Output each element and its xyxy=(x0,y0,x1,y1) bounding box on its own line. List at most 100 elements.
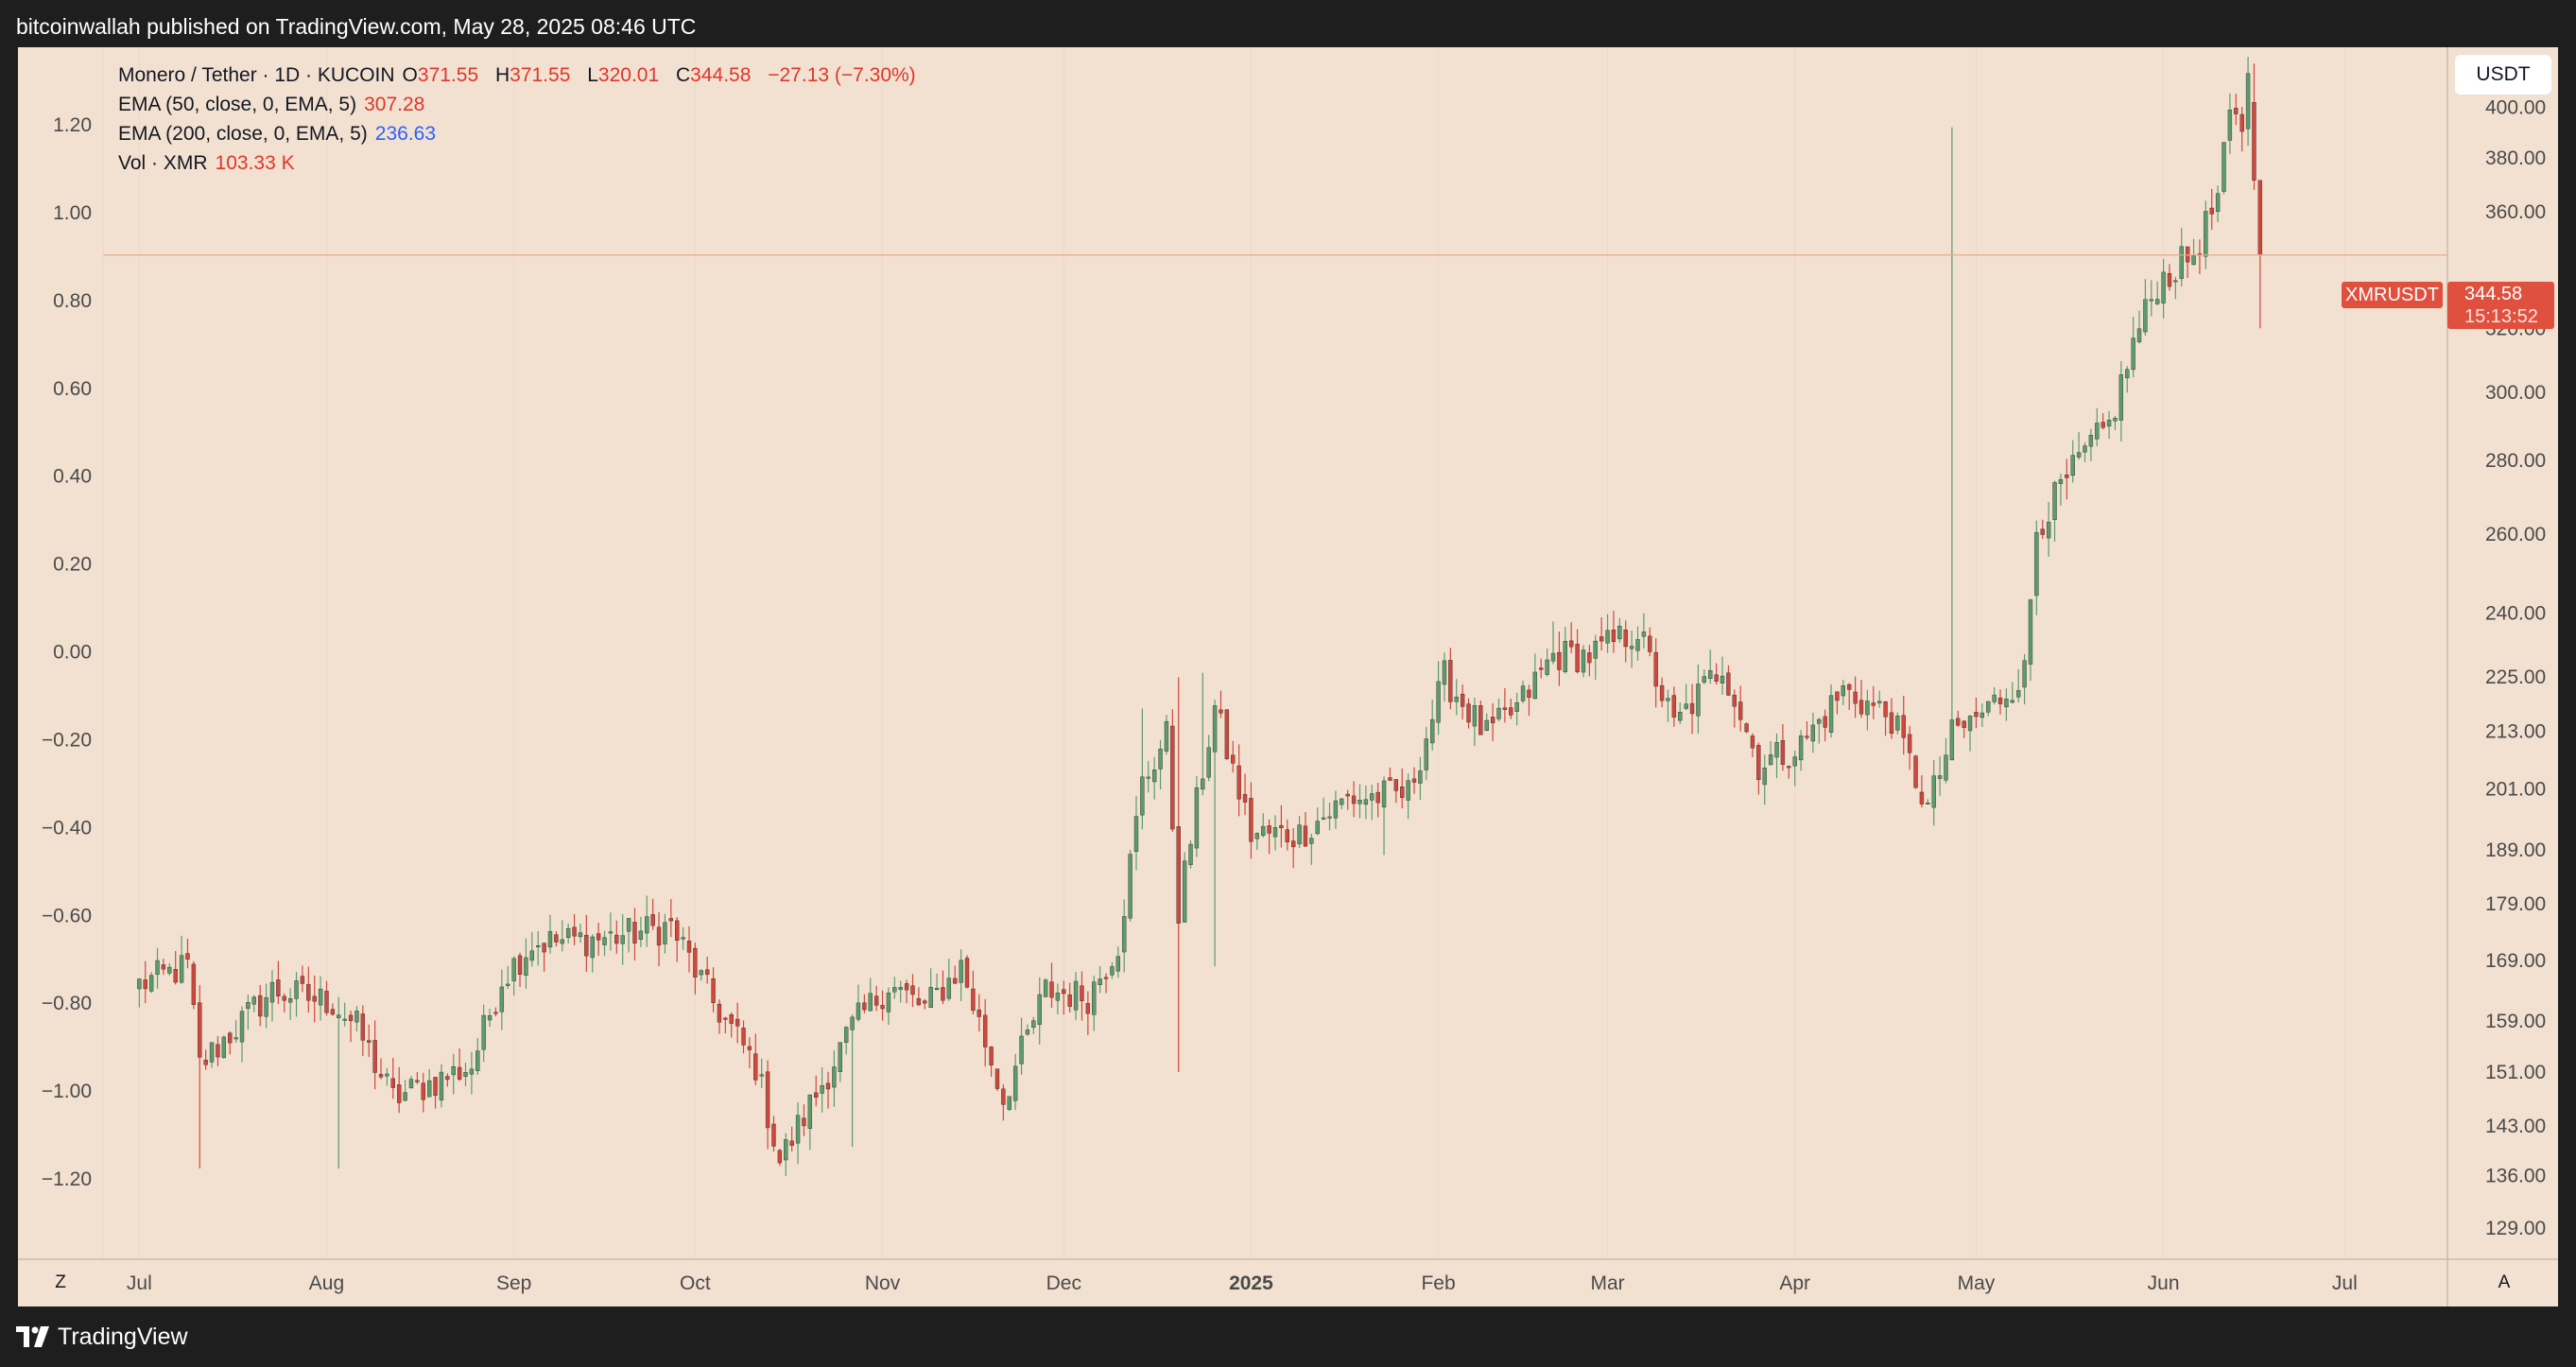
ema50-label: EMA (50, close, 0, EMA, 5) xyxy=(118,94,357,115)
candle-body xyxy=(1012,1065,1018,1101)
candle-body xyxy=(276,979,281,996)
candle-body xyxy=(1140,776,1145,816)
candle-body xyxy=(1986,701,1991,713)
candle-body xyxy=(928,987,933,1009)
candle-body xyxy=(1762,768,1767,786)
price-axis-tick-label: 159.00 xyxy=(2485,1011,2546,1032)
price-axis-tick-label: 136.00 xyxy=(2485,1166,2546,1187)
candle-body xyxy=(2252,102,2256,182)
candle-body xyxy=(1182,860,1187,923)
candle-body xyxy=(1357,800,1362,805)
candle-body xyxy=(173,969,178,983)
candle-body xyxy=(1539,667,1544,670)
auto-scale-left-button[interactable]: Z xyxy=(55,1272,66,1292)
candle-body xyxy=(1847,684,1852,690)
candle-body xyxy=(1871,702,1876,706)
candle-body xyxy=(354,1011,359,1023)
candle-body xyxy=(246,1001,251,1010)
candle-body xyxy=(916,997,922,1006)
candle-body xyxy=(771,1123,776,1147)
candle-body xyxy=(2215,193,2221,213)
candle-body xyxy=(1828,695,1834,733)
candle-body xyxy=(1019,1035,1024,1064)
candle-body xyxy=(1527,689,1531,698)
candle-body xyxy=(1067,994,1072,1007)
candle-body xyxy=(1810,724,1816,742)
candle-body xyxy=(1466,703,1471,723)
candle-body xyxy=(1895,716,1900,731)
candle-body xyxy=(2227,109,2233,141)
candle-body xyxy=(964,958,970,988)
candle-body xyxy=(1411,778,1417,783)
close-label: C xyxy=(675,64,691,86)
candle-body xyxy=(2149,299,2153,302)
candle-body xyxy=(856,1002,861,1020)
time-axis-label: Aug xyxy=(309,1272,344,1294)
candle-body xyxy=(844,1027,849,1043)
candle-body xyxy=(1919,791,1925,805)
candle-body xyxy=(1201,778,1205,790)
candle-body xyxy=(487,1015,493,1021)
candle-body xyxy=(2239,113,2244,132)
candle-body xyxy=(1835,691,1840,701)
candle-body xyxy=(1671,695,1677,718)
candle-body xyxy=(1593,640,1598,659)
ohlc-row: Monero / Tether · 1D · KUCOIN O371.55 H37… xyxy=(118,61,924,90)
candle-body xyxy=(2257,180,2263,255)
price-chart[interactable]: 1.20 1.00 0.80 0.60 0.40 0.20 0.00 −0.20 −0.40 −0… xyxy=(18,47,2558,1306)
candle-body xyxy=(403,1092,407,1101)
candle-body xyxy=(1279,824,1284,828)
candle-body xyxy=(1780,740,1786,765)
candle-body xyxy=(608,931,614,934)
candle-body xyxy=(1853,691,1858,704)
candle-body xyxy=(1532,671,1538,700)
candle-body xyxy=(1931,775,1936,808)
price-axis-tick-label: 300.00 xyxy=(2485,382,2546,404)
open-label: O xyxy=(402,64,418,86)
time-axis-label: Jul xyxy=(2332,1272,2358,1294)
candle-body xyxy=(1340,798,1344,805)
candle-body xyxy=(2040,528,2045,535)
candle-body xyxy=(536,944,541,947)
candle-body xyxy=(1575,644,1580,672)
candle-body xyxy=(185,953,190,960)
candle-body xyxy=(2076,452,2082,458)
auto-scale-button[interactable]: A xyxy=(2498,1272,2511,1292)
candle-body xyxy=(2004,699,2009,708)
candle-body xyxy=(439,1071,444,1100)
candle-body xyxy=(753,1053,758,1081)
time-axis-label: Oct xyxy=(680,1272,711,1294)
candle-body xyxy=(1865,701,1870,716)
candle-body xyxy=(777,1150,783,1164)
candle-body xyxy=(1756,745,1761,781)
candle-body xyxy=(802,1117,806,1127)
candle-body xyxy=(614,934,619,944)
candle-body xyxy=(463,1072,468,1078)
candle-body xyxy=(1841,685,1846,697)
candle-body xyxy=(542,943,546,953)
low-label: L xyxy=(587,64,598,86)
candle-body xyxy=(1550,652,1556,662)
currency-unit-button[interactable]: USDT xyxy=(2455,55,2551,95)
candle-body xyxy=(1242,794,1248,803)
candle-body xyxy=(1315,821,1320,835)
candle-body xyxy=(645,916,649,934)
candle-body xyxy=(723,1017,728,1020)
candle-body xyxy=(1817,718,1822,724)
price-axis-tick-label: 213.00 xyxy=(2485,721,2546,743)
candle-body xyxy=(1876,701,1882,703)
candle-body xyxy=(1514,701,1519,712)
candle-body xyxy=(686,941,692,953)
candle-body xyxy=(675,920,680,941)
publish-info: bitcoinwallah published on TradingView.c… xyxy=(16,14,697,39)
tradingview-logo[interactable]: TradingView xyxy=(16,1324,188,1351)
candle-body xyxy=(1937,775,1943,779)
candle-body xyxy=(620,935,625,944)
candle-body xyxy=(148,975,154,992)
candle-body xyxy=(1714,674,1719,682)
candle-body xyxy=(959,960,963,983)
axes: 1.20 1.00 0.80 0.60 0.40 0.20 0.00 −0.20 −0.40 −0… xyxy=(18,47,2558,1306)
candle-body xyxy=(2161,271,2166,303)
candle-body xyxy=(209,1042,215,1063)
candle-body xyxy=(161,964,166,970)
